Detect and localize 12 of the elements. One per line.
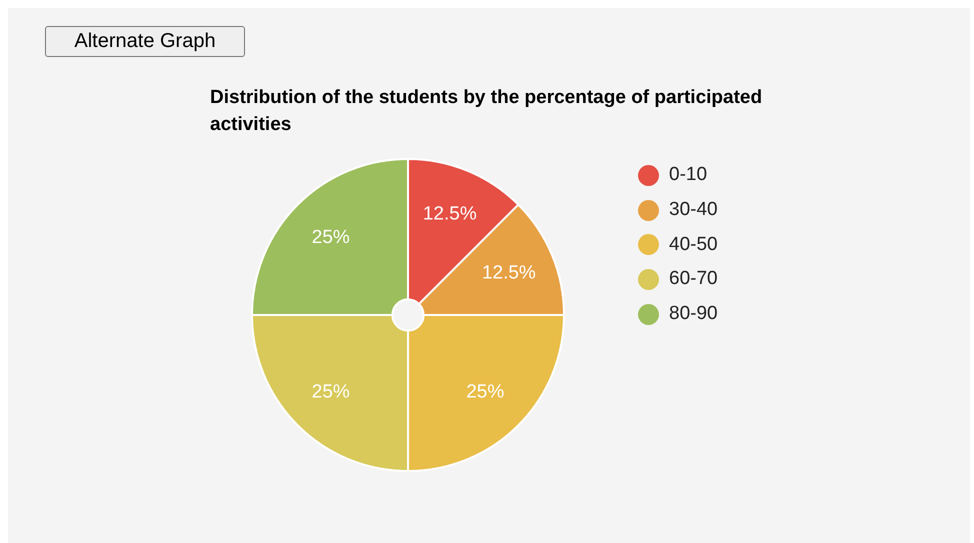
legend-label: 60-70 [669, 268, 718, 290]
chart-title: Distribution of the students by the percentage of participated activities [210, 86, 764, 137]
legend-label: 30-40 [669, 199, 718, 222]
data-label: 12.5% [422, 203, 477, 224]
data-label: 25% [312, 227, 350, 248]
legend-label: 40-50 [669, 234, 718, 256]
legend-label: 0-10 [669, 164, 708, 186]
data-label: 25% [466, 381, 504, 402]
legend-label: 80-90 [669, 303, 718, 326]
data-label: 25% [312, 381, 350, 402]
text: Alternate Graph [45, 26, 245, 57]
data-label: 12.5% [482, 262, 536, 284]
